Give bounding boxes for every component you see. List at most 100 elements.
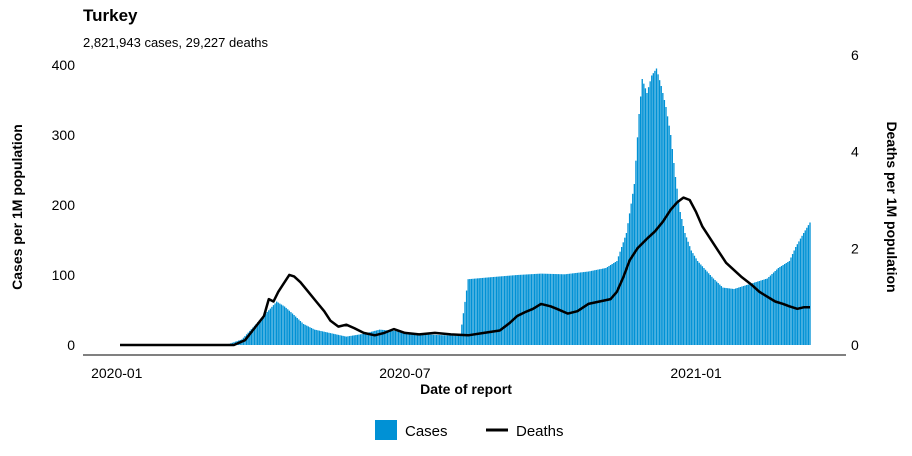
cases-bar bbox=[347, 336, 349, 345]
cases-bar bbox=[263, 315, 265, 345]
cases-bar bbox=[272, 305, 275, 345]
cases-bar bbox=[758, 281, 761, 345]
cases-bar bbox=[687, 241, 689, 345]
cases-bar bbox=[666, 116, 669, 345]
y-tick-label: 0 bbox=[67, 337, 75, 353]
cases-bar bbox=[383, 330, 385, 345]
cases-bar bbox=[423, 334, 425, 345]
cases-bar bbox=[522, 274, 525, 345]
cases-bar bbox=[418, 333, 420, 345]
cases-bar bbox=[704, 269, 707, 345]
cases-bar bbox=[663, 100, 666, 345]
cases-bar bbox=[576, 272, 579, 345]
cases-bar bbox=[741, 286, 743, 345]
cases-bar bbox=[780, 266, 783, 345]
cases-bar bbox=[746, 285, 748, 345]
cases-bar bbox=[233, 342, 235, 345]
cases-bar bbox=[276, 301, 278, 345]
cases-bar bbox=[380, 329, 382, 345]
cases-bar bbox=[255, 324, 257, 345]
cases-bar bbox=[407, 332, 409, 345]
cases-bar bbox=[385, 330, 387, 345]
cases-bar bbox=[776, 269, 778, 345]
cases-bar bbox=[453, 335, 455, 345]
cases-bar bbox=[657, 74, 659, 345]
cases-bar bbox=[367, 332, 370, 345]
cases-bar bbox=[247, 332, 249, 345]
cases-bar bbox=[597, 269, 599, 345]
cases-bar bbox=[307, 326, 309, 345]
y-tick-label: 200 bbox=[52, 197, 76, 213]
cases-bar bbox=[494, 276, 496, 345]
cases-bar bbox=[421, 334, 423, 345]
cases-bar bbox=[481, 277, 484, 345]
cases-bar bbox=[608, 266, 610, 345]
cases-bar bbox=[633, 184, 635, 345]
cases-bar bbox=[413, 333, 416, 345]
cases-bar bbox=[541, 273, 544, 345]
cases-bar bbox=[313, 329, 316, 345]
cases-bar bbox=[640, 96, 642, 345]
cases-bar bbox=[712, 278, 715, 345]
cases-bar bbox=[249, 330, 251, 345]
cases-bar bbox=[282, 305, 284, 345]
cases-bar bbox=[652, 73, 654, 346]
cases-bar bbox=[603, 268, 605, 345]
cases-bar bbox=[549, 273, 552, 345]
legend-cases-swatch bbox=[375, 420, 397, 440]
y2-tick-label: 0 bbox=[851, 337, 859, 353]
cases-bar bbox=[253, 325, 256, 345]
cases-bar bbox=[584, 271, 586, 345]
cases-bar bbox=[462, 313, 465, 345]
cases-bar bbox=[302, 324, 305, 345]
cases-bar bbox=[350, 335, 352, 345]
cases-bar bbox=[408, 332, 411, 345]
cases-bar bbox=[768, 277, 770, 345]
cases-bar bbox=[321, 331, 324, 345]
cases-bar bbox=[676, 188, 678, 345]
cases-bar bbox=[260, 318, 262, 345]
cases-bar bbox=[298, 319, 300, 345]
cases-bar bbox=[432, 334, 435, 345]
cases-bar bbox=[668, 125, 670, 345]
y2-axis-ticks: 0 2 4 6 bbox=[851, 47, 859, 353]
cases-bar bbox=[459, 335, 461, 345]
cases-bar bbox=[590, 270, 593, 345]
cases-bar bbox=[752, 283, 754, 345]
cases-bar bbox=[369, 332, 371, 345]
cases-bar bbox=[469, 279, 471, 345]
cases-bar bbox=[723, 287, 726, 345]
cases-bar bbox=[309, 327, 311, 345]
cases-bar bbox=[769, 275, 772, 345]
cases-bar bbox=[734, 288, 737, 345]
cases-bar bbox=[443, 335, 446, 345]
cases-bar bbox=[614, 262, 617, 345]
cases-bar bbox=[404, 332, 406, 345]
cases-bar bbox=[809, 222, 811, 345]
cases-bar bbox=[535, 273, 537, 345]
cases-bar bbox=[674, 177, 677, 345]
cases-bar bbox=[486, 277, 488, 345]
y-tick-label: 400 bbox=[52, 57, 76, 73]
cases-bar bbox=[641, 79, 643, 345]
cases-bar bbox=[677, 200, 680, 345]
cases-bar bbox=[402, 332, 404, 345]
cases-bar bbox=[774, 271, 776, 345]
cases-bar bbox=[424, 334, 427, 345]
cases-bar bbox=[638, 114, 640, 345]
cases-bar bbox=[450, 335, 452, 345]
cases-bar bbox=[280, 304, 283, 345]
cases-bar bbox=[299, 321, 302, 345]
cases-bar bbox=[771, 274, 773, 345]
y2-tick-label: 6 bbox=[851, 47, 859, 63]
cases-bar bbox=[374, 330, 376, 345]
cases-bar bbox=[662, 93, 664, 345]
cases-bar bbox=[692, 253, 694, 346]
cases-bar bbox=[439, 335, 441, 345]
cases-bar bbox=[480, 278, 482, 345]
cases-bar bbox=[779, 267, 781, 345]
cases-bar bbox=[739, 287, 742, 345]
cases-bar bbox=[632, 193, 634, 345]
cases-bar bbox=[502, 276, 504, 345]
cases-bar bbox=[804, 230, 806, 346]
